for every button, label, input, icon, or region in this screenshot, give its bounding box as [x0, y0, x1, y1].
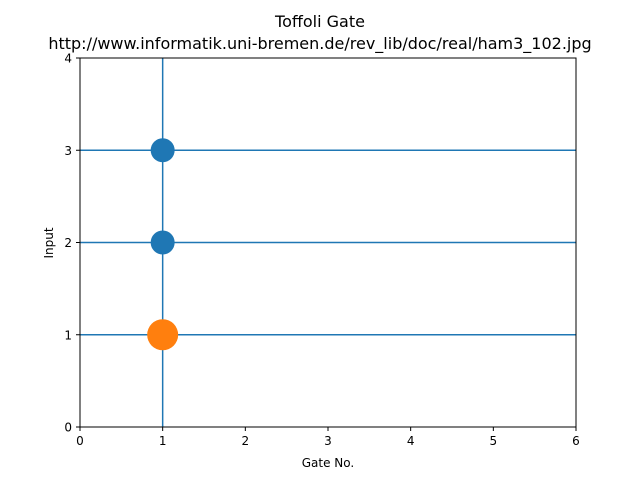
x-tick-label: 5 [490, 434, 498, 448]
y-axis-ticks: 0 1 2 3 4 [64, 52, 80, 435]
x-tick-label: 6 [572, 434, 580, 448]
y-tick-label: 2 [64, 236, 72, 250]
gate-marker-0-0 [150, 138, 175, 163]
y-tick-label: 3 [64, 144, 72, 158]
x-tick-label: 3 [324, 434, 332, 448]
x-tick-label: 0 [76, 434, 84, 448]
x-tick-label: 2 [242, 434, 250, 448]
x-axis-ticks: 0 1 2 3 4 5 6 [76, 427, 580, 448]
x-axis-label: Gate No. [302, 456, 354, 470]
y-tick-label: 1 [64, 328, 72, 342]
chart-title: Toffoli Gate [275, 12, 365, 31]
gate-marker-0-1 [150, 230, 175, 255]
y-tick-label: 0 [64, 421, 72, 435]
y-axis-label: Input [42, 227, 56, 258]
x-tick-label: 4 [407, 434, 415, 448]
y-tick-label: 4 [64, 52, 72, 66]
x-tick-label: 1 [159, 434, 167, 448]
gate-marker-1-0 [147, 319, 179, 351]
chart-subtitle: http://www.informatik.uni-bremen.de/rev_… [48, 34, 592, 53]
gate-markers [147, 138, 179, 351]
